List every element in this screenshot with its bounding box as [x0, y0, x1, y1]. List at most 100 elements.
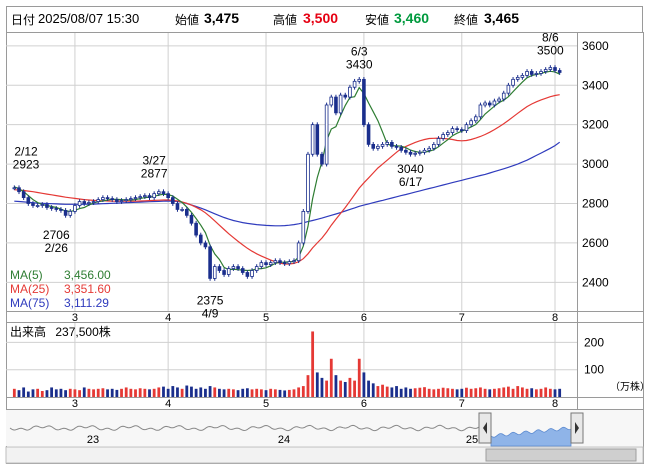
candle-up	[543, 69, 548, 72]
annotation-label: 6/17	[399, 175, 423, 189]
scrollbar-thumb[interactable]	[485, 448, 637, 462]
volume-bar	[82, 387, 86, 397]
candle-down	[31, 203, 35, 206]
volume-bar	[166, 388, 170, 397]
volume-bar	[465, 387, 468, 397]
candle-up	[515, 76, 520, 80]
volume-bar	[469, 388, 473, 397]
high-label: 高値	[273, 13, 298, 27]
candle-up	[525, 71, 529, 76]
volume-tick-label: 200	[584, 335, 604, 349]
candle-up	[483, 102, 487, 106]
volume-legend: 出来高 237,500株	[10, 323, 111, 340]
volume-bar	[520, 387, 524, 397]
y-tick-label: 2800	[582, 197, 609, 211]
volume-bar	[385, 386, 389, 397]
volume-bar	[59, 388, 63, 397]
candle-down	[82, 201, 87, 204]
candle-up	[152, 193, 156, 199]
volume-bar	[325, 380, 329, 397]
volume-bar	[404, 387, 408, 397]
volume-month-label: 6	[361, 398, 367, 410]
annotation-label: 6/3	[351, 44, 368, 58]
candle-down	[529, 71, 534, 75]
candle-up	[268, 262, 273, 266]
volume-bar	[399, 388, 403, 397]
volume-month-label: 4	[165, 398, 171, 410]
volume-bar	[441, 387, 445, 397]
candlesticks	[12, 65, 562, 281]
volume-bar	[110, 388, 114, 397]
candle-up	[306, 153, 310, 212]
candle-up	[259, 262, 264, 267]
horizontal-scrollbar[interactable]	[5, 446, 644, 464]
candle-down	[59, 209, 63, 211]
candle-up	[250, 270, 254, 277]
volume-bar	[171, 386, 175, 397]
volume-bar	[236, 390, 240, 397]
candle-up	[254, 266, 259, 271]
volume-bar	[418, 387, 422, 397]
candle-up	[511, 78, 515, 86]
ma5-line	[14, 70, 560, 272]
volume-bar	[483, 388, 487, 397]
volume-bar	[106, 389, 109, 397]
candle-down	[459, 129, 464, 132]
volume-bar	[101, 388, 105, 397]
volume-bar	[502, 387, 506, 397]
candle-down	[315, 124, 320, 155]
volume-bar	[311, 331, 315, 397]
legend-ma25-value: 3,351.60	[64, 282, 111, 296]
candle-up	[68, 211, 73, 216]
candle-down	[404, 149, 408, 153]
navigator-year-labels: 23 24 25	[87, 434, 478, 446]
volume-bar	[218, 388, 221, 397]
candle-up	[273, 260, 278, 264]
candle-up	[436, 138, 441, 145]
candle-up	[180, 209, 184, 211]
volume-bar	[157, 387, 161, 397]
candle-up	[35, 205, 40, 207]
volume-bar	[511, 388, 515, 397]
candle-up	[310, 124, 315, 155]
open-value: 3,475	[204, 10, 240, 26]
y-tick-label: 3200	[582, 118, 609, 132]
volume-bar	[22, 387, 26, 397]
volume-bar	[474, 388, 478, 397]
navigator-right-arrow-icon	[575, 422, 579, 434]
candle-up	[12, 187, 17, 190]
volume-unit: （万株）	[610, 380, 650, 393]
volume-bar	[544, 387, 548, 397]
candle-down	[553, 67, 557, 71]
candle-up	[143, 195, 147, 198]
candle-up	[422, 149, 427, 153]
candle-down	[49, 207, 54, 209]
annotation-label: 2706	[43, 228, 70, 242]
volume-bar	[12, 388, 16, 397]
high-value: 3,500	[303, 10, 339, 26]
candle-up	[413, 152, 417, 155]
volume-bar	[36, 388, 40, 397]
x-axis-month-labels: 3 3 4 4 5 5 6 6 7 7 8 8	[72, 312, 558, 410]
candle-up	[539, 71, 543, 74]
volume-bar	[92, 389, 95, 397]
volume-bar	[152, 388, 156, 397]
candle-up	[352, 80, 357, 88]
volume-month-label: 5	[263, 398, 269, 410]
candle-up	[129, 198, 133, 200]
open-label: 始値	[175, 13, 200, 27]
volume-bar	[194, 388, 198, 397]
candle-up	[427, 147, 431, 151]
navigator-left-arrow-icon	[483, 422, 487, 434]
volume-bar	[17, 390, 21, 397]
navigator-history-line	[9, 424, 481, 432]
range-navigator[interactable]	[6, 410, 643, 447]
volume-bar	[460, 388, 464, 397]
candle-down	[17, 187, 21, 193]
navigator-year-label: 24	[278, 434, 290, 446]
volume-bar	[320, 377, 324, 397]
y-tick-label: 3600	[582, 39, 609, 53]
volume-bar	[129, 388, 133, 397]
volume-bar	[376, 386, 380, 397]
ma75-line	[14, 141, 561, 227]
